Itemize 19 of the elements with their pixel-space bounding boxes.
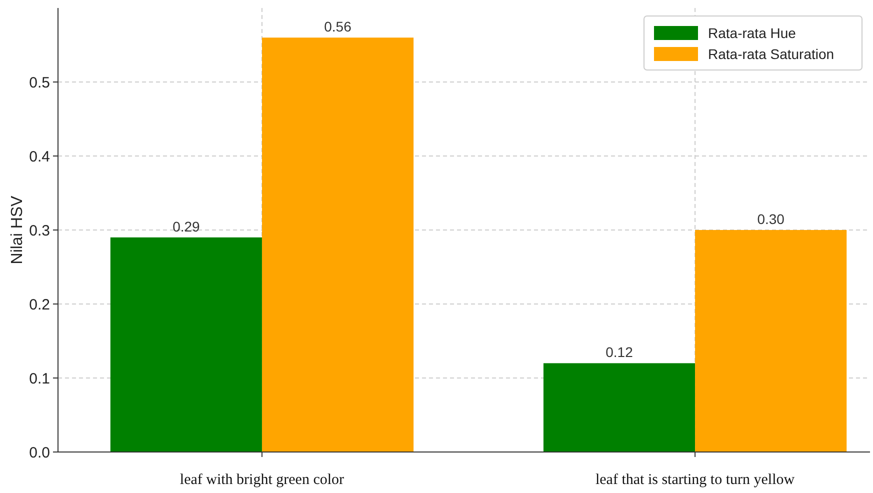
data-label: 0.56 [324, 18, 352, 35]
data-label: 0.30 [757, 211, 785, 227]
bar [262, 38, 414, 452]
bar [543, 363, 696, 452]
data-label: 0.29 [172, 218, 200, 234]
y-tick-label: 0.3 [29, 222, 50, 240]
data-label: 0.12 [606, 344, 634, 360]
y-axis-title: Nilai HSV [9, 195, 26, 264]
y-tick-label: 0.5 [29, 74, 50, 92]
bar [695, 230, 847, 452]
x-tick-label: leaf that is starting to turn yellow [595, 472, 795, 488]
legend-label: Rata-rata Saturation [708, 46, 834, 62]
legend-label: Rata-rata Hue [708, 25, 796, 41]
x-tick-label: leaf with bright green color [180, 472, 344, 488]
y-tick-label: 0.1 [29, 370, 50, 388]
y-tick-label: 0.0 [29, 444, 50, 462]
y-tick-label: 0.4 [29, 148, 50, 166]
bar [110, 237, 262, 452]
y-tick-label: 0.2 [29, 296, 50, 314]
